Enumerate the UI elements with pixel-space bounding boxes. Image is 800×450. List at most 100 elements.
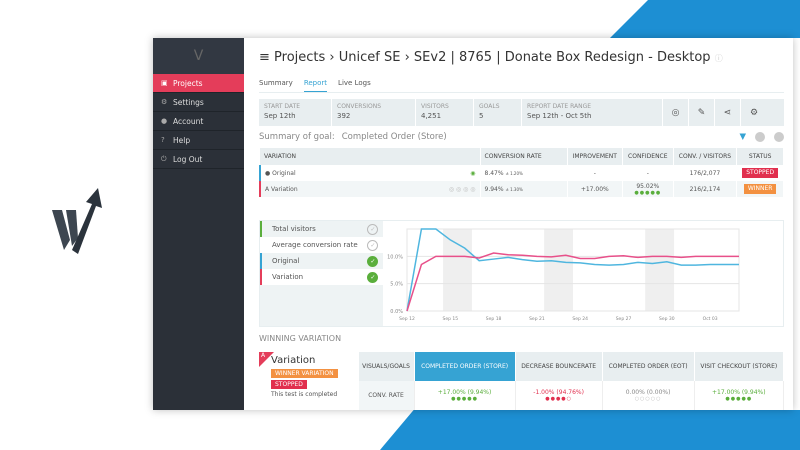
sidebar-item-account[interactable]: ● Account <box>153 112 244 131</box>
stat-value: Sep 12th <box>264 112 296 120</box>
sidebar-item-help[interactable]: ? Help <box>153 131 244 150</box>
stat-value: 392 <box>337 112 351 120</box>
improvement: +17.00% <box>567 181 624 197</box>
nav-label: Settings <box>173 97 204 107</box>
col-header: IMPROVEMENT <box>567 148 624 165</box>
crumb-project[interactable]: Unicef SE <box>338 50 401 65</box>
legend-variation[interactable]: Variation ✓ <box>260 269 384 285</box>
stat-label: START DATE <box>264 103 301 110</box>
row-label: CONV. RATE <box>358 381 415 410</box>
variations-table: VARIATION CONVERSION RATE IMPROVEMENT CONFI… <box>259 148 784 197</box>
winner-badge: WINNER VARIATION <box>271 369 338 379</box>
x-tick-label: Sep 21 <box>529 316 545 322</box>
crumb-projects[interactable]: Projects <box>274 50 326 65</box>
next-goal-button[interactable] <box>774 132 784 142</box>
weekend-band <box>645 229 675 311</box>
winning-panel: A Variation WINNER VARIATION STOPPED Thi… <box>259 352 785 410</box>
help-icon: ? <box>161 136 165 144</box>
err: ± 1.30% <box>505 186 523 192</box>
legend-original[interactable]: Original ✓ <box>260 253 384 269</box>
brand-logo: V <box>153 38 244 74</box>
info-icon[interactable]: ⓘ <box>714 54 723 63</box>
col-header: CONVERSION RATE <box>480 148 568 165</box>
share-button[interactable]: ⋖ <box>715 99 741 126</box>
legend-avg-conv[interactable]: Average conversion rate ✓ <box>260 237 384 253</box>
decor-top <box>610 0 800 38</box>
chart-panel: Total visitors ✓ Average conversion rate ✓… <box>259 220 784 327</box>
chart-toggle-icon[interactable]: ◉ <box>470 169 476 177</box>
conv-rate: 8.47% ± 1.20% <box>480 165 568 181</box>
weekend-band <box>544 229 574 311</box>
cell-value: +17.00% (9.94%) <box>712 389 766 396</box>
variation-name: A Variation ◎ ◎ ◎ ◎ <box>260 181 481 197</box>
col-header[interactable]: DECREASE BOUNCERATE <box>515 352 603 381</box>
col-header: CONV. / VISITORS <box>673 148 738 165</box>
check-icon: ✓ <box>367 239 379 251</box>
stat-visitors: VISITORS 4,251 <box>416 99 474 126</box>
series-line-original <box>406 228 740 312</box>
stat-goals: GOALS 5 <box>474 99 522 126</box>
col-header[interactable]: COMPLETED ORDER (EOT) <box>602 352 695 381</box>
stat-label: REPORT DATE RANGE <box>527 103 592 110</box>
col-header: VISUALS/GOALS <box>358 352 415 381</box>
menu-icon[interactable]: ≡ <box>259 50 275 65</box>
name-text: Variation <box>271 185 298 193</box>
tab-report[interactable]: Report <box>303 77 328 92</box>
stat-label: CONVERSIONS <box>337 103 382 110</box>
goals-table: VISUALS/GOALS COMPLETED ORDER (STORE) DECR… <box>358 352 785 410</box>
winning-name: Variation <box>271 355 316 366</box>
sidebar-item-projects[interactable]: ▣ Projects <box>153 74 244 93</box>
col-header: VARIATION <box>260 148 481 165</box>
winning-summary: A Variation WINNER VARIATION STOPPED Thi… <box>259 352 359 410</box>
stat-value: 5 <box>479 112 484 120</box>
sidebar-item-logout[interactable]: ⏻ Log Out <box>153 150 244 169</box>
weekend-band <box>443 229 473 311</box>
nav-label: Projects <box>173 78 203 88</box>
confidence: 95.02% <box>636 182 660 190</box>
app-window: V ▣ Projects ⚙ Settings ● Account ? Help ⏻ Lo… <box>153 38 793 410</box>
nav-label: Log Out <box>173 154 203 164</box>
decor-bottom <box>380 410 800 450</box>
y-tick-label: 10.0% <box>388 254 404 260</box>
code-button[interactable]: ◎ <box>663 99 689 126</box>
check-icon: ✓ <box>367 271 379 283</box>
rate: 9.94% <box>484 185 504 193</box>
tab-live-logs[interactable]: Live Logs <box>338 79 371 87</box>
stat-label: GOALS <box>479 103 500 110</box>
col-header: STATUS <box>736 148 784 165</box>
x-tick-label: Sep 18 <box>486 316 502 322</box>
share-icon: ⋖ <box>723 107 732 118</box>
legend-label: Variation <box>272 273 304 281</box>
goal-label: Summary of goal: <box>259 132 335 142</box>
tab-summary[interactable]: Summary <box>259 79 293 87</box>
table-row: A Variation ◎ ◎ ◎ ◎ 9.94% ± 1.30% +17.00%… <box>260 181 784 197</box>
edit-button[interactable]: ✎ <box>689 99 715 126</box>
completed-note: This test is completed <box>271 391 338 399</box>
cell-value: 0.00% (0.00%) <box>625 389 671 396</box>
sidebar-item-settings[interactable]: ⚙ Settings <box>153 93 244 112</box>
conv-visitors: 216/2,174 <box>673 181 738 197</box>
action-icons[interactable]: ◎ ◎ ◎ ◎ <box>448 185 476 193</box>
confidence: - <box>622 165 674 181</box>
col-header[interactable]: VISIT CHECKOUT (STORE) <box>694 352 785 381</box>
status-badge: STOPPED <box>742 168 779 178</box>
dots: ○○○○○ <box>634 396 662 402</box>
settings-button[interactable]: ⚙ <box>741 99 767 126</box>
stats-bar: START DATE Sep 12th CONVERSIONS 392 VISITO… <box>259 99 784 126</box>
variation-corner <box>259 352 274 367</box>
prev-goal-button[interactable] <box>755 132 765 142</box>
dots: ●●●●● <box>451 396 478 402</box>
settings-icon: ⚙ <box>161 98 168 106</box>
x-tick-label: Sep 12 <box>400 316 416 322</box>
table-row: ● Original ◉ 8.47% ± 1.20% - - 176/2,077 … <box>260 165 784 181</box>
pencil-icon: ✎ <box>697 107 706 118</box>
col-header[interactable]: COMPLETED ORDER (STORE) <box>414 352 516 381</box>
stat-value: Sep 12th - Oct 5th <box>527 112 592 120</box>
legend-total-visitors[interactable]: Total visitors ✓ <box>260 221 384 237</box>
goal-value: Completed Order (Store) <box>341 132 447 142</box>
stat-start-date: START DATE Sep 12th <box>259 99 332 126</box>
stat-date-range[interactable]: REPORT DATE RANGE Sep 12th - Oct 5th <box>522 99 663 126</box>
dots: ●●●●● <box>725 396 753 402</box>
goal-dropdown-icon[interactable]: ▼ <box>739 132 746 142</box>
power-icon: ⏻ <box>161 154 167 163</box>
